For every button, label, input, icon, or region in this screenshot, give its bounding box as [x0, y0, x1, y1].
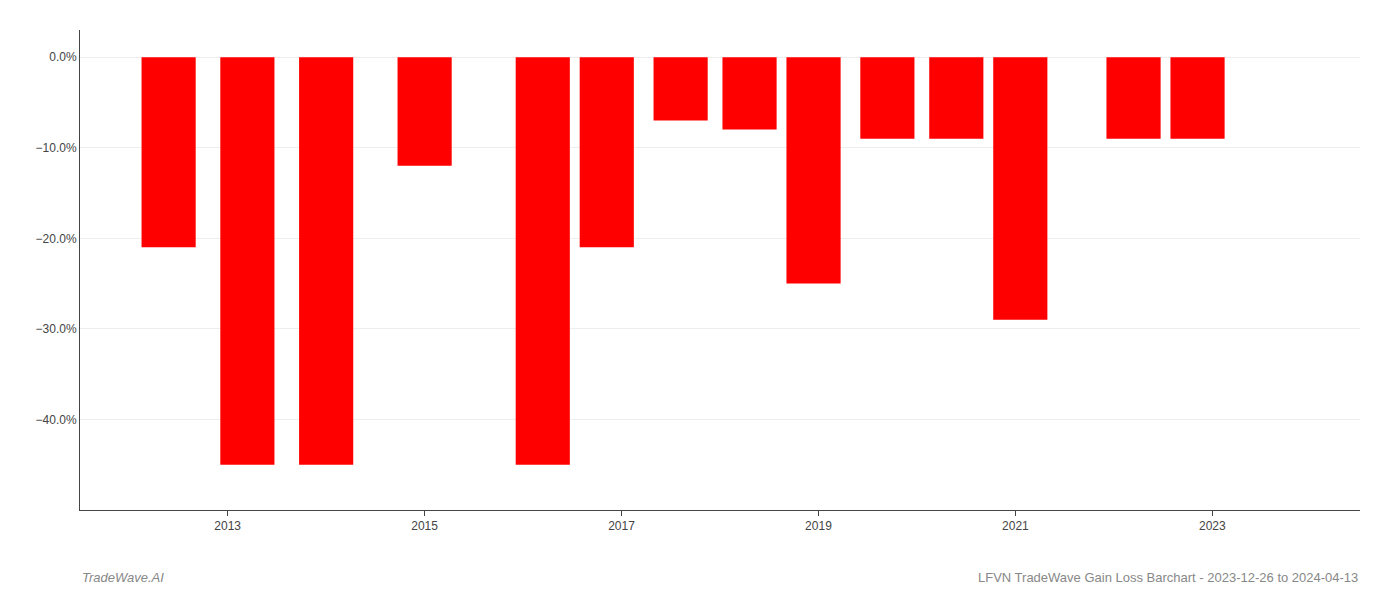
svg-text:2019: 2019: [805, 519, 832, 533]
svg-text:2021: 2021: [1002, 519, 1029, 533]
svg-text:−10.0%: −10.0%: [36, 141, 77, 155]
svg-text:−30.0%: −30.0%: [36, 322, 77, 336]
svg-text:2013: 2013: [214, 519, 241, 533]
svg-text:2017: 2017: [608, 519, 635, 533]
svg-text:2015: 2015: [411, 519, 438, 533]
svg-text:LFVN TradeWave Gain Loss Barch: LFVN TradeWave Gain Loss Barchart - 2023…: [978, 570, 1358, 585]
svg-text:2023: 2023: [1199, 519, 1226, 533]
svg-text:−20.0%: −20.0%: [36, 232, 77, 246]
svg-text:0.0%: 0.0%: [49, 50, 77, 64]
svg-text:−40.0%: −40.0%: [36, 413, 77, 427]
svg-text:TradeWave.AI: TradeWave.AI: [82, 570, 164, 585]
